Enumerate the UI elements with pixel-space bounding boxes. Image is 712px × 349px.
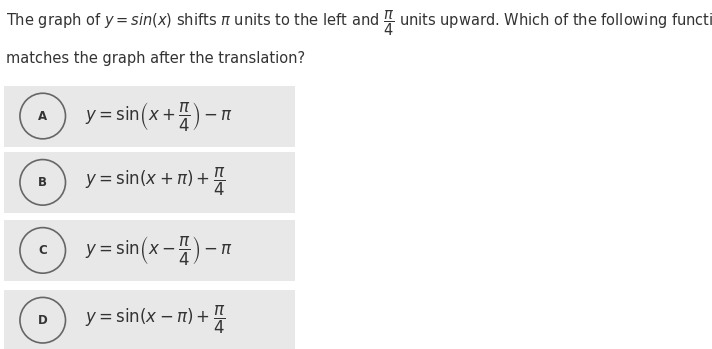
Text: $y=\sin(x-\pi)+\dfrac{\pi}{4}$: $y=\sin(x-\pi)+\dfrac{\pi}{4}$ — [85, 304, 226, 336]
Text: $y=\sin\!\left(x-\dfrac{\pi}{4}\right)-\pi$: $y=\sin\!\left(x-\dfrac{\pi}{4}\right)-\… — [85, 234, 233, 267]
Text: C: C — [38, 244, 47, 257]
FancyBboxPatch shape — [4, 220, 295, 281]
Text: $y=\sin\!\left(x+\dfrac{\pi}{4}\right)-\pi$: $y=\sin\!\left(x+\dfrac{\pi}{4}\right)-\… — [85, 99, 233, 133]
Text: B: B — [38, 176, 47, 189]
FancyBboxPatch shape — [4, 86, 295, 147]
FancyBboxPatch shape — [4, 152, 295, 213]
Text: D: D — [38, 314, 48, 327]
FancyBboxPatch shape — [4, 290, 295, 349]
Text: A: A — [38, 110, 47, 122]
Text: The graph of $y = \mathit{sin(x)}$ shifts $\pi$ units to the left and $\dfrac{\p: The graph of $y = \mathit{sin(x)}$ shift… — [6, 9, 712, 38]
Text: matches the graph after the translation?: matches the graph after the translation? — [6, 51, 305, 66]
Text: $y=\sin(x+\pi)+\dfrac{\pi}{4}$: $y=\sin(x+\pi)+\dfrac{\pi}{4}$ — [85, 166, 226, 199]
